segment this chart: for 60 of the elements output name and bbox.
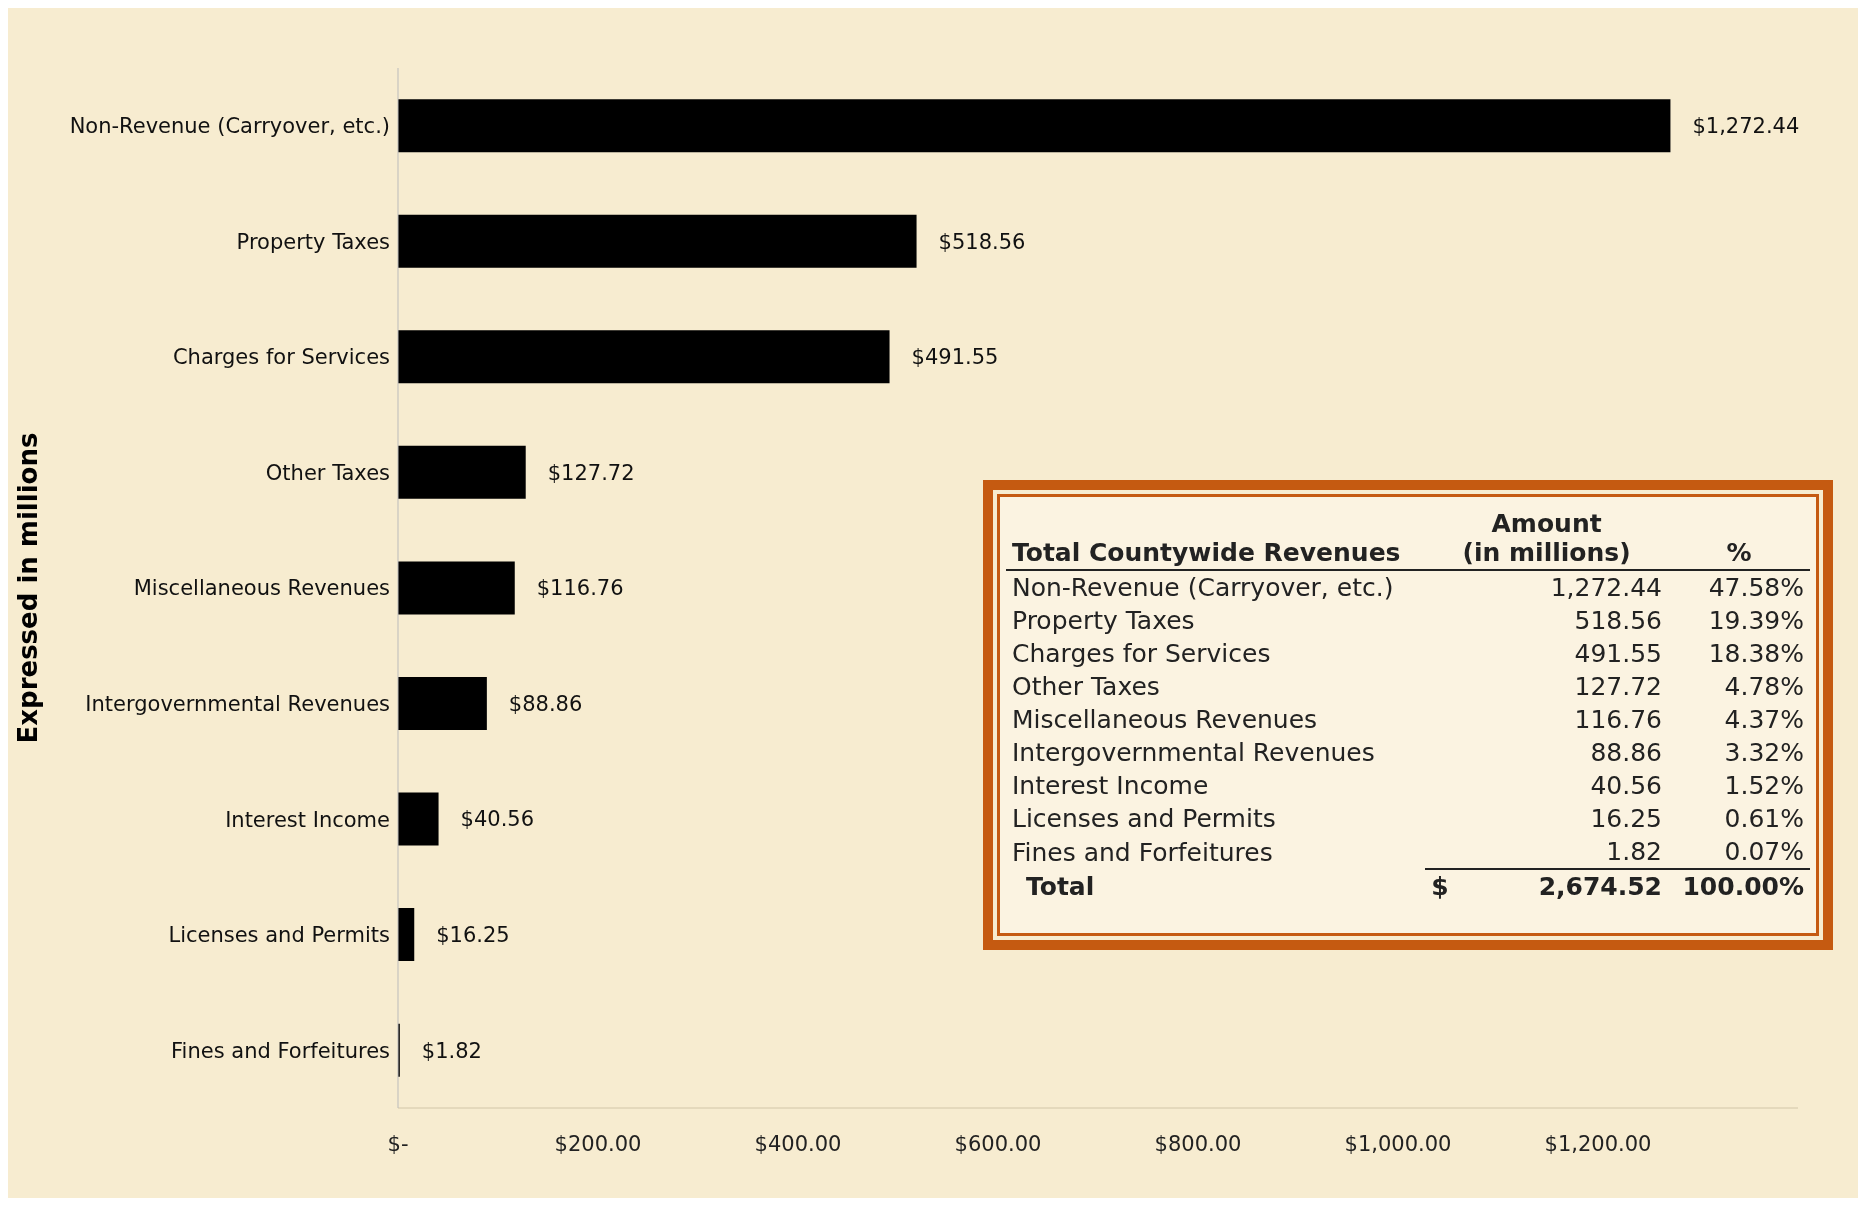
annotation: Non-Revenue (Carryover, etc.) <box>1011 572 1395 604</box>
annotation: 18.38% <box>1707 638 1805 670</box>
annotation: Fines and Forfeitures <box>1011 836 1274 869</box>
annotation: 3.32% <box>1723 737 1805 769</box>
y-axis-title: Expressed in millions <box>13 432 44 744</box>
y-tick-label: Fines and Forfeitures <box>171 1038 390 1063</box>
annotation: Total <box>1025 870 1096 903</box>
annotation: Miscellaneous Revenues <box>1011 704 1319 736</box>
y-tick-label: Other Taxes <box>265 460 390 485</box>
data-label: $491.55 <box>911 345 999 370</box>
annotation: 16.25 <box>1589 803 1663 835</box>
annotation: 0.07% <box>1723 836 1805 868</box>
annotation: Other Taxes <box>1011 671 1161 703</box>
annotation: 0.61% <box>1723 803 1805 835</box>
annotation: 1,272.44 <box>1549 572 1663 604</box>
y-tick-label: Intergovernmental Revenues <box>85 692 390 717</box>
y-tick-label: Property Taxes <box>236 229 390 254</box>
data-label: $127.72 <box>547 460 635 485</box>
y-tick-label: Miscellaneous Revenues <box>133 576 390 601</box>
data-label: $1.82 <box>421 1038 482 1063</box>
annotation: 1.82 <box>1605 836 1663 868</box>
data-label: $116.76 <box>536 576 624 601</box>
x-tick-label: $1,200.00 <box>1544 1131 1652 1156</box>
x-tick-label: $1,000.00 <box>1344 1131 1452 1156</box>
annotation: Charges for Services <box>1011 638 1272 670</box>
data-label: $40.56 <box>460 807 535 832</box>
annotation: $ <box>1425 869 1469 903</box>
x-tick-label: $800.00 <box>1154 1131 1242 1156</box>
annotation: 47.58% <box>1707 572 1805 604</box>
text: Total Countywide Revenues <box>1011 537 1402 569</box>
annotation: 518.56 <box>1573 605 1663 637</box>
annotation: 127.72 <box>1573 671 1663 703</box>
data-label: $518.56 <box>938 229 1026 254</box>
annotation: 100.00% <box>1668 869 1810 903</box>
annotation: % <box>1725 537 1753 569</box>
annotation: 4.37% <box>1723 704 1805 736</box>
y-tick-label: Interest Income <box>225 807 390 832</box>
data-label: $88.86 <box>508 691 583 716</box>
y-tick-label: Non-Revenue (Carryover, etc.) <box>69 114 390 139</box>
annotation: Interest Income <box>1011 770 1210 802</box>
annotation: Property Taxes <box>1011 605 1196 637</box>
x-tick-label: $400.00 <box>754 1131 842 1156</box>
annotation: Licenses and Permits <box>1011 803 1277 835</box>
x-tick-label: $600.00 <box>954 1131 1042 1156</box>
annotation: Amount (in millions) <box>1461 508 1632 569</box>
annotation: Intergovernmental Revenues <box>1011 737 1376 769</box>
x-tick-label: $- <box>387 1131 409 1156</box>
annotation: 491.55 <box>1573 638 1663 670</box>
data-label: $1,272.44 <box>1692 114 1800 139</box>
y-tick-label: Charges for Services <box>172 345 390 370</box>
annotation: 88.86 <box>1589 737 1663 769</box>
data-label: $16.25 <box>436 923 510 948</box>
y-tick-label: Licenses and Permits <box>168 923 390 948</box>
x-tick-label: $200.00 <box>554 1131 642 1156</box>
annotation: 1.52% <box>1723 770 1805 802</box>
annotation: 4.78% <box>1723 671 1805 703</box>
annotation: 40.56 <box>1589 770 1663 802</box>
annotation: 2,674.52 <box>1468 869 1668 903</box>
annotation: 116.76 <box>1573 704 1663 736</box>
annotation: 19.39% <box>1707 605 1805 637</box>
